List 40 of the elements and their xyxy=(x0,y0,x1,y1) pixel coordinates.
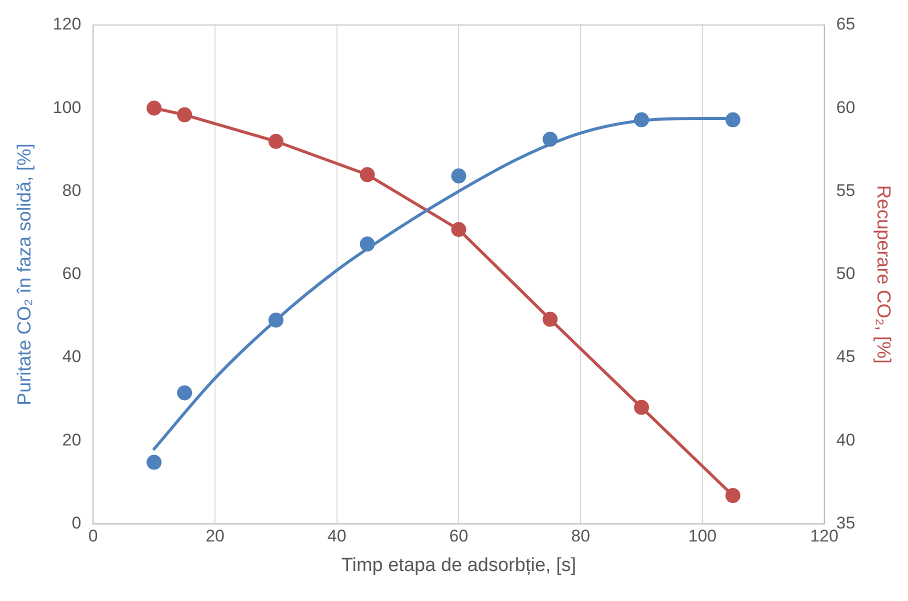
y2-tick-label: 60 xyxy=(836,98,856,117)
point xyxy=(146,454,162,470)
point xyxy=(360,236,375,252)
x-tick-label: 60 xyxy=(449,526,468,546)
x-tick-label: 0 xyxy=(88,526,98,546)
x-axis-title: Timp etapa de adsorbție, [s] xyxy=(341,554,576,576)
point xyxy=(542,132,558,147)
x-tick-label: 100 xyxy=(688,526,717,546)
point xyxy=(177,385,192,400)
x-tick-label: 120 xyxy=(810,526,838,546)
y-tick-label: 0 xyxy=(72,513,82,532)
y2-tick-label: 65 xyxy=(836,14,856,34)
y-tick-label: 20 xyxy=(62,430,82,450)
y2-axis-title: Recuperare CO₂, [%] xyxy=(872,185,894,364)
point xyxy=(725,488,740,504)
y2-tick-label: 40 xyxy=(836,430,856,450)
point xyxy=(177,107,192,122)
point xyxy=(451,222,466,238)
x-tick-label: 80 xyxy=(571,526,590,546)
point xyxy=(725,112,740,128)
x-tick-label: 20 xyxy=(206,526,224,546)
x-tick-label: 40 xyxy=(327,526,346,546)
y-tick-label: 60 xyxy=(62,264,82,284)
point xyxy=(542,312,558,327)
point xyxy=(360,167,375,182)
y-tick-label: 120 xyxy=(52,14,82,34)
y2-tick-label: 55 xyxy=(836,180,856,200)
point xyxy=(146,100,162,116)
y-axis-title: Puritate CO₂ în faza solidă, [%] xyxy=(14,143,36,406)
y-tick-label: 40 xyxy=(62,347,82,366)
point xyxy=(634,400,650,415)
point xyxy=(634,112,650,128)
y2-tick-label: 45 xyxy=(836,347,856,366)
y-tick-label: 80 xyxy=(62,180,82,200)
y-tick-label: 100 xyxy=(52,98,82,117)
point xyxy=(451,168,466,184)
y2-tick-label: 50 xyxy=(836,264,856,284)
point xyxy=(268,134,284,149)
point xyxy=(268,312,284,328)
y2-tick-label: 35 xyxy=(836,513,856,532)
